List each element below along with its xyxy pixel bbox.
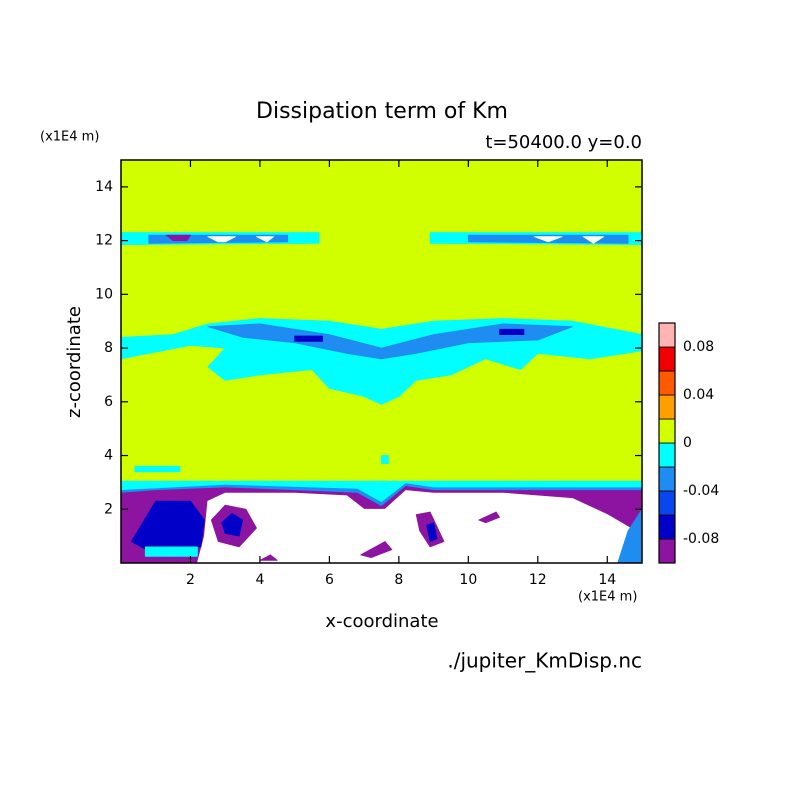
contour-region xyxy=(617,508,642,563)
colorbar-tick-label: 0 xyxy=(683,435,692,451)
x-tick-label: 6 xyxy=(325,572,334,588)
colorbar-tick-label: -0.08 xyxy=(683,531,719,547)
x-tick-label: 12 xyxy=(529,572,547,588)
y-tick-label: 14 xyxy=(95,179,113,195)
contour-field xyxy=(121,160,642,563)
colorbar-segment xyxy=(658,442,676,468)
colorbar-segment xyxy=(658,514,676,540)
contour-region xyxy=(221,512,243,537)
x-tick-label: 8 xyxy=(394,572,403,588)
contour-region xyxy=(533,236,563,243)
colorbar-frame xyxy=(658,322,676,564)
colorbar-segment xyxy=(658,346,676,372)
colorbar-segment xyxy=(658,418,676,444)
x-tick-label: 10 xyxy=(459,572,477,588)
colorbar-segment xyxy=(658,538,676,564)
x-tick-label: 14 xyxy=(598,572,616,588)
colorbar-segment xyxy=(658,490,676,516)
contour-region xyxy=(256,236,275,243)
x-unit: (x1E4 m) xyxy=(578,590,637,605)
colorbar-segment xyxy=(658,322,676,348)
contour-region xyxy=(165,234,191,241)
colorbar-tick-label: -0.04 xyxy=(683,483,719,499)
contour-region xyxy=(582,236,605,244)
contour-region xyxy=(360,541,393,558)
contour-region xyxy=(134,465,181,473)
colorbar-tick-label: 0.04 xyxy=(683,387,714,403)
chart-title: Dissipation term of Km xyxy=(256,99,508,124)
colorbar-segment xyxy=(658,370,676,396)
y-tick-label: 12 xyxy=(95,233,113,249)
contour-region xyxy=(207,323,573,360)
contour-region xyxy=(144,546,198,557)
contour-region xyxy=(499,328,525,335)
contour-region xyxy=(381,455,389,464)
x-tick-label: 2 xyxy=(186,572,195,588)
chart-subtitle: t=50400.0 y=0.0 xyxy=(485,132,642,153)
y-tick-label: 10 xyxy=(95,286,113,302)
y-unit: (x1E4 m) xyxy=(40,130,99,145)
plot-frame xyxy=(120,159,643,564)
contour-region xyxy=(294,335,323,342)
y-axis-label: z-coordinate xyxy=(64,306,85,418)
contour-region xyxy=(478,511,500,524)
contour-region xyxy=(207,236,236,243)
contour-region xyxy=(426,522,438,542)
y-tick-label: 6 xyxy=(104,394,113,410)
axes: 2 4 6 8 10 12 14 2 4 6 8 10 12 14 -0.08 -0.04 0 0.04 0.08 xyxy=(95,159,719,588)
x-axis-label: x-coordinate xyxy=(325,611,438,632)
y-tick-label: 8 xyxy=(104,340,113,356)
y-tick-label: 2 xyxy=(104,501,113,517)
colorbar-tick-label: 0.08 xyxy=(683,339,714,355)
y-tick-label: 4 xyxy=(104,448,113,464)
contour-region xyxy=(259,554,278,561)
x-tick-label: 4 xyxy=(255,572,264,588)
source-file: ./jupiter_KmDisp.nc xyxy=(447,649,642,673)
colorbar-segment xyxy=(658,394,676,420)
colorbar-segment xyxy=(658,466,676,492)
